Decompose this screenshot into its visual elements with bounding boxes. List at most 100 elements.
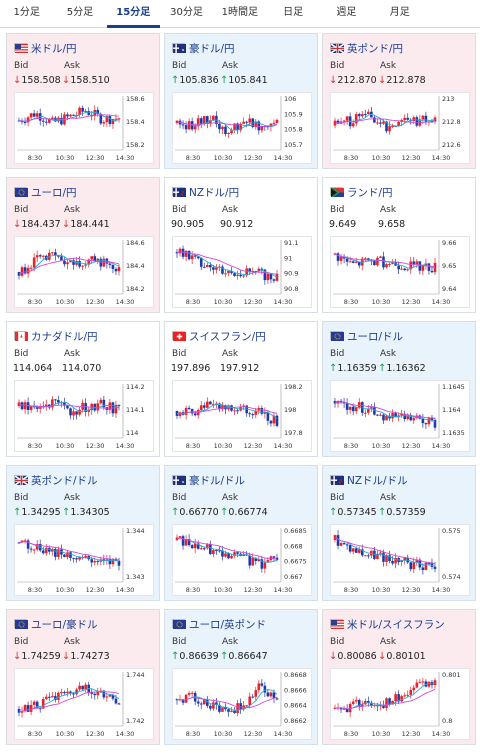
bid-label: Bid	[172, 205, 187, 215]
candle-body	[379, 414, 382, 416]
pair-title[interactable]: スイスフラン/円	[189, 331, 266, 343]
candle-body	[412, 117, 416, 122]
y-tick-label: 9.64	[442, 285, 456, 293]
tab-2[interactable]: 15分足	[106, 0, 160, 28]
rate-card[interactable]: 豪ドル/ドル Bid Ask ↑0.66770 ↑0.66774 0.6685 0.668 0…	[164, 465, 318, 601]
arrow-up-icon: ↑	[171, 75, 180, 86]
candle-body	[236, 703, 239, 714]
rate-card[interactable]: ランド/円 Bid Ask 9.649 9.658 9.66 9.65 9.64 8:30 10:…	[322, 177, 476, 313]
rate-card[interactable]: ユーロ/円 Bid Ask ↓184.437 ↓184.441 184.6 184.4 184…	[6, 177, 160, 313]
candle-body	[187, 407, 191, 409]
mini-chart[interactable]: 0.8668 0.8666 0.8664 0.8662 8:30 10:30 12:30 14…	[172, 668, 312, 740]
mini-chart[interactable]: 213 212.8 212.6 8:30 10:30 12:30 14:30	[330, 92, 470, 164]
bid-value-text: 0.80086	[337, 651, 377, 662]
pair-title[interactable]: 米ドル/円	[31, 43, 77, 55]
candle-body	[227, 709, 230, 712]
pair-title[interactable]: ユーロ/ドル	[347, 331, 404, 343]
rate-card[interactable]: 英ポンド/ドル Bid Ask ↑1.34295 ↑1.34305 1.344 1.343 8…	[6, 465, 160, 601]
rate-card[interactable]: 豪ドル/円 Bid Ask ↑105.836 ↑105.841 106 105.9 105.8…	[164, 33, 318, 169]
moving-average-short	[176, 537, 278, 563]
pair-title[interactable]: ランド/円	[347, 187, 393, 199]
candle-body	[357, 114, 361, 117]
x-tick-label: 12:30	[244, 442, 263, 450]
pair-title[interactable]: 米ドル/スイスフラン	[347, 619, 445, 631]
pair-title[interactable]: 豪ドル/ドル	[189, 475, 246, 487]
candle-body	[397, 265, 400, 270]
tab-0[interactable]: 1分足	[13, 7, 40, 18]
rate-card[interactable]: NZドル/円 Bid Ask 90.905 90.912 91.1 91 90.9 90.8 8:…	[164, 177, 318, 313]
candle-body	[38, 113, 42, 121]
mini-chart[interactable]: 9.66 9.65 9.64 8:30 10:30 12:30 14:30	[330, 236, 470, 308]
rate-card[interactable]: カナダドル/円 Bid Ask 114.064 114.070 114.2 114.1 114…	[6, 321, 160, 457]
mini-chart[interactable]: 198.2 198 197.8 8:30 10:30 12:30 14:30	[172, 380, 312, 452]
bid-label: Bid	[330, 205, 345, 215]
candle-body	[339, 256, 343, 261]
moving-average-long	[18, 690, 120, 712]
mini-chart[interactable]: 184.6 184.4 184.2 8:30 10:30 12:30 14:30	[14, 236, 154, 308]
candle-body	[242, 121, 245, 124]
mini-chart[interactable]: 0.801 0.8 8:30 10:30 12:30 14:30	[330, 668, 470, 740]
candle-body	[275, 415, 279, 427]
candle-body	[254, 121, 258, 128]
candle-body	[212, 115, 215, 121]
candle-body	[206, 401, 209, 408]
tab-3[interactable]: 30分足	[170, 7, 203, 18]
arrow-down-icon: ↓	[62, 219, 71, 230]
moving-average-long	[334, 253, 436, 268]
rate-card[interactable]: 米ドル/円 Bid Ask ↓158.508 ↓158.510 158.6 158.4 158…	[6, 33, 160, 169]
mini-chart[interactable]: 91.1 91 90.9 90.8 8:30 10:30 12:30 14:30	[172, 236, 312, 308]
candle-body	[248, 413, 252, 415]
rate-card[interactable]: ユーロ/英ポンド Bid Ask ↑0.86639 ↑0.86647 0.8668 0.86…	[164, 609, 318, 745]
candle-body	[385, 698, 388, 708]
mini-chart[interactable]: 1.744 1.742 8:30 10:30 12:30 14:30	[14, 668, 154, 740]
mini-chart[interactable]: 114.2 114.1 114 8:30 10:30 12:30 14:30	[14, 380, 154, 452]
x-tick-label: 8:30	[344, 586, 359, 594]
ask-value: ↑1.34305	[62, 507, 110, 518]
pair-title[interactable]: ユーロ/円	[31, 187, 77, 199]
candle-body	[254, 410, 258, 415]
y-tick-label: 158.6	[126, 95, 145, 103]
pair-title[interactable]: ユーロ/英ポンド	[189, 619, 267, 631]
mini-chart[interactable]: 0.575 0.574 8:30 10:30 12:30 14:30	[330, 524, 470, 596]
mini-chart[interactable]: 106 105.9 105.8 105.7 8:30 10:30 12:30 14:30	[172, 92, 312, 164]
tab-1[interactable]: 5分足	[66, 7, 94, 18]
rate-card[interactable]: ユーロ/豪ドル Bid Ask ↓1.74259 ↓1.74273 1.744 1.742 8…	[6, 609, 160, 745]
rate-card[interactable]: NZドル/ドル Bid Ask ↑0.57345 ↑0.57359 0.575 0.574 8…	[322, 465, 476, 601]
mini-chart[interactable]: 158.6 158.4 158.2 8:30 10:30 12:30 14:30	[14, 92, 154, 164]
candle-body	[394, 125, 397, 127]
ask-value-text: 9.658	[378, 219, 406, 230]
candle-body	[35, 544, 39, 550]
candle-body	[29, 405, 33, 410]
pair-title[interactable]: 英ポンド/円	[347, 43, 404, 55]
pair-title[interactable]: NZドル/円	[189, 187, 240, 199]
rate-card[interactable]: スイスフラン/円 Bid Ask 197.896 197.912 198.2 198 197.…	[164, 321, 318, 457]
x-tick-label: 10:30	[56, 442, 75, 450]
candlestick-chart: 106 105.9 105.8 105.7 8:30 10:30 12:30 14:30	[175, 95, 303, 162]
tab-5[interactable]: 日足	[283, 7, 304, 18]
arrow-down-icon: ↓	[378, 75, 387, 86]
mini-chart[interactable]: 0.6685 0.668 0.6675 0.667 8:30 10:30 12:30 14:3…	[172, 524, 312, 596]
candle-body	[403, 413, 406, 419]
pair-title[interactable]: カナダドル/円	[31, 331, 98, 343]
rate-card[interactable]: 英ポンド/円 Bid Ask ↓212.870 ↓212.878 213 212.8 212.…	[322, 33, 476, 169]
pair-title[interactable]: 豪ドル/円	[189, 43, 235, 55]
ask-label: Ask	[222, 61, 239, 71]
pair-title[interactable]: 英ポンド/ドル	[31, 475, 98, 487]
ask-value-text: 0.86647	[228, 651, 268, 662]
candle-body	[99, 113, 103, 124]
candle-body	[75, 115, 78, 117]
pair-title[interactable]: ユーロ/豪ドル	[31, 619, 98, 631]
tab-4[interactable]: 1時間足	[221, 7, 259, 18]
rate-card[interactable]: ユーロ/ドル Bid Ask ↑1.16359 ↑1.16362 1.1645 1.164 1…	[322, 321, 476, 457]
candle-body	[403, 695, 406, 697]
rate-card[interactable]: 米ドル/スイスフラン Bid Ask ↓0.80086 ↓0.80101 0.801 0.8…	[322, 609, 476, 745]
bid-label: Bid	[330, 61, 345, 71]
candle-body	[260, 559, 264, 569]
tab-6[interactable]: 週足	[336, 7, 357, 18]
mini-chart[interactable]: 1.1645 1.164 1.1635 8:30 10:30 12:30 14:30	[330, 380, 470, 452]
y-tick-label: 198.2	[284, 383, 303, 391]
bid-label: Bid	[14, 61, 29, 71]
mini-chart[interactable]: 1.344 1.343 8:30 10:30 12:30 14:30	[14, 524, 154, 596]
tab-7[interactable]: 月足	[389, 7, 410, 18]
pair-title[interactable]: NZドル/ドル	[347, 475, 408, 487]
